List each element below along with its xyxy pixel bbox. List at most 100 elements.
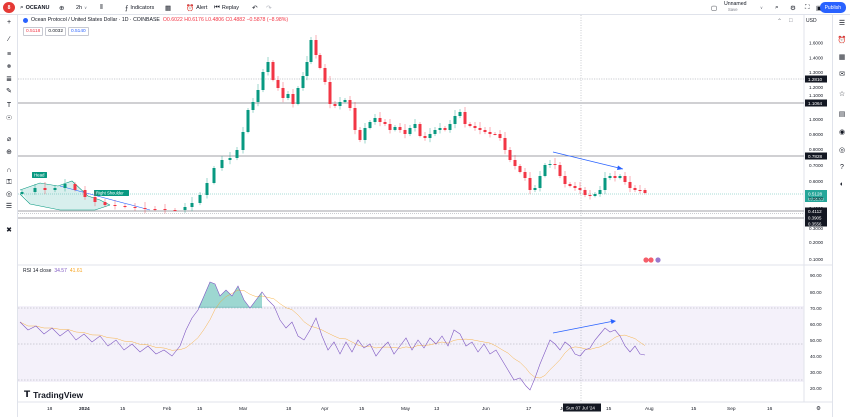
alert-button[interactable]: ⏰ Alert <box>186 4 208 12</box>
calendar-icon[interactable]: ▤ <box>838 111 846 118</box>
hotlist-icon[interactable]: ◉ <box>838 129 846 136</box>
user-avatar[interactable]: 8 <box>3 2 15 13</box>
price-tick: 0.5000 <box>809 196 823 201</box>
price-axis[interactable]: 1.6000 1.4000 1.3000 1.2000 1.1000 1.000… <box>809 41 823 263</box>
maximize-pane-icon[interactable]: □ <box>789 18 793 24</box>
trend-line-icon[interactable]: ∕ <box>8 36 10 43</box>
patterns-icon[interactable]: ☉ <box>5 115 13 122</box>
publish-button[interactable]: Publish <box>819 2 846 13</box>
templates-button[interactable]: ▦ <box>165 3 171 12</box>
time-tick: 15 <box>606 406 612 412</box>
indicators-icon: ⨍ <box>125 4 129 12</box>
layout-name[interactable]: Unnamed Save <box>724 1 747 12</box>
pine-editor-icon[interactable]: ◐ <box>839 181 845 188</box>
candles-icon: ⫴ <box>100 3 103 11</box>
time-tick: Feb <box>163 406 172 412</box>
alerts-icon[interactable]: ⏰ <box>837 37 847 44</box>
svg-text:0.3905: 0.3905 <box>808 215 822 220</box>
watchlist-icon[interactable]: ☰ <box>838 20 846 27</box>
help-icon[interactable]: ? <box>840 164 844 171</box>
chevron-up-icon[interactable]: ⌃ <box>777 19 783 25</box>
rsi-tick: 80.00 <box>810 290 822 295</box>
price-tick: 1.0000 <box>809 117 823 122</box>
price-divergence-arrow[interactable] <box>552 151 624 170</box>
currency-label[interactable]: USD <box>806 18 817 24</box>
time-tick: 18 <box>47 406 53 412</box>
right-shoulder-label-box[interactable] <box>94 190 129 196</box>
price-tag-5: 0.4112 <box>805 207 827 215</box>
settings-button[interactable]: ⚙ <box>790 3 796 12</box>
crosshair-icon[interactable]: + <box>6 19 12 26</box>
indicators-button[interactable]: ⨍ Indicators <box>125 4 155 12</box>
undo-icon: ↶ <box>252 4 258 12</box>
tradingview-logo[interactable]: 𝗧 TradingView <box>24 389 84 400</box>
rsi-legend[interactable]: RSI 14 close 34.57 41.61 <box>23 268 83 274</box>
lock-icon[interactable]: ⚿ <box>6 179 12 186</box>
price-tick: 1.2000 <box>809 85 823 90</box>
camera-icon: ▣ <box>816 4 822 12</box>
chart-type-button[interactable]: ⫴ <box>100 3 103 12</box>
price-tag-2: 1.1064 <box>805 99 827 107</box>
magnet-icon[interactable]: ∩ <box>6 167 12 174</box>
time-tick: Apr <box>321 406 329 412</box>
price-tick: 1.1000 <box>809 93 823 98</box>
candlestick-series <box>20 35 647 214</box>
rsi-divergence-arrow[interactable] <box>552 320 615 334</box>
price-tick: 1.4000 <box>809 56 823 61</box>
templates-icon: ▦ <box>165 4 172 12</box>
snapshot-button[interactable]: ▣ <box>816 3 822 12</box>
rsi-tick: 30.00 <box>810 370 822 375</box>
rsi-tick: 40.00 <box>810 354 822 359</box>
price-tag-7: 0.3556 <box>805 220 827 227</box>
svg-text:Sun 07 Jul '24: Sun 07 Jul '24 <box>566 405 595 410</box>
time-axis[interactable]: 18 2024 15 Feb 15 Mar 18 Apr 15 May 13 J… <box>47 406 773 412</box>
quick-search-button[interactable]: ⌕ <box>775 3 779 12</box>
widget-bar: ☰ ⏰ ▦ ✉ ☆ ▤ ◉ ◎ ? ◐ <box>832 15 850 417</box>
symbol-legend[interactable]: Ocean Protocol / United States Dollar · … <box>23 17 288 23</box>
redo-button[interactable]: ↷ <box>266 3 271 12</box>
last-price-tag: 0.5128 00:51:03 <box>805 190 827 202</box>
undo-button[interactable]: ↶ <box>252 3 257 12</box>
drawing-toolbar: + ∕ ≡ ⨳ ≣ ✎ T ☉ ⌀ ⊕ ∩ ⚿ ◎ ☰ ✖ <box>0 15 18 417</box>
layout-chevron[interactable]: ∨ <box>760 3 763 12</box>
layers-icon[interactable]: ☰ <box>5 203 13 210</box>
fib-icon[interactable]: ≣ <box>6 76 12 83</box>
ideas-icon[interactable]: ☆ <box>838 91 846 98</box>
ruler-icon[interactable]: ⌀ <box>6 136 12 143</box>
pitchfork-icon[interactable]: ⨳ <box>6 63 12 70</box>
symbol-search[interactable]: ⌕ OCEANU <box>20 3 50 11</box>
layout-icon-button[interactable]: ▢ <box>711 3 717 12</box>
pattern-outline[interactable] <box>19 180 111 206</box>
notifications-icon[interactable]: ◎ <box>838 147 846 154</box>
event-markers[interactable] <box>643 257 661 263</box>
time-tick: 16 <box>767 406 773 412</box>
time-tick: 15 <box>197 406 203 412</box>
svg-text:0.4112: 0.4112 <box>808 209 822 214</box>
trash-icon[interactable]: ✖ <box>6 227 12 234</box>
zoom-icon[interactable]: ⊕ <box>6 149 12 156</box>
chat-icon[interactable]: ✉ <box>839 71 845 78</box>
brush-icon[interactable]: ✎ <box>6 88 12 95</box>
rsi-tick: 90.00 <box>810 273 822 278</box>
replay-button[interactable]: ⏮ Replay <box>214 3 239 11</box>
pattern-neckline[interactable] <box>19 193 111 211</box>
head-label-box[interactable] <box>32 172 47 178</box>
axis-settings-gear-icon[interactable]: ⚙ <box>816 406 821 412</box>
data-window-icon[interactable]: ▦ <box>838 54 846 61</box>
text-icon[interactable]: T <box>6 102 12 109</box>
rsi-axis[interactable]: 90.00 80.00 70.00 60.00 50.00 40.00 30.0… <box>810 273 822 391</box>
fullscreen-button[interactable]: ⛶ <box>805 3 810 12</box>
price-tag-1: 1.2810 <box>805 75 827 83</box>
eye-icon[interactable]: ◎ <box>5 191 13 198</box>
layout-icon: ▢ <box>711 4 718 12</box>
svg-text:0.7828: 0.7828 <box>808 154 822 159</box>
add-symbol-button[interactable]: ⊕ <box>59 3 64 12</box>
time-tick: 15 <box>691 406 697 412</box>
horizontal-lines-icon[interactable]: ≡ <box>6 51 12 58</box>
time-tick: 18 <box>286 406 292 412</box>
time-tick: Aug <box>645 406 654 412</box>
interval-selector[interactable]: 2h ∨ <box>76 4 88 11</box>
svg-text:0.3556: 0.3556 <box>808 221 822 226</box>
plus-circle-icon: ⊕ <box>59 4 65 12</box>
